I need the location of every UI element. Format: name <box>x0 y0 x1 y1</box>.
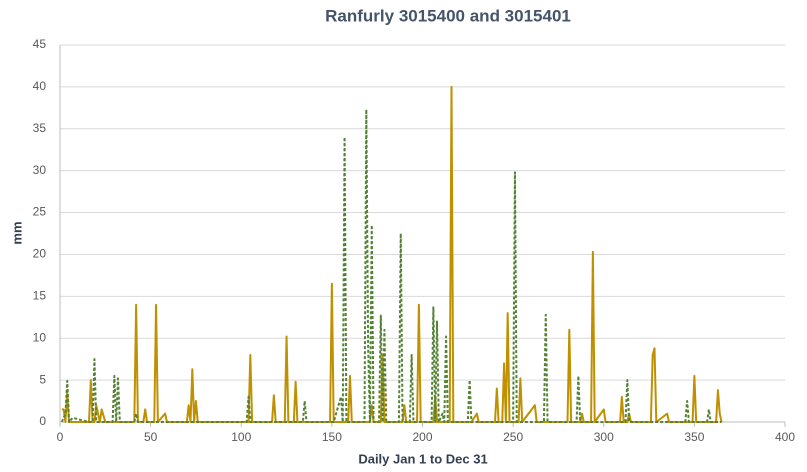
x-tick-label: 250 <box>503 430 523 444</box>
series-line <box>60 108 722 423</box>
x-tick-label: 350 <box>684 430 704 444</box>
x-tick-label: 100 <box>231 430 251 444</box>
x-tick-label: 0 <box>57 430 64 444</box>
y-tick-label: 0 <box>39 414 46 428</box>
y-tick-label: 25 <box>33 205 47 219</box>
x-tick-label: 300 <box>594 430 614 444</box>
y-tick-label: 40 <box>33 79 47 93</box>
y-tick-label: 35 <box>33 121 47 135</box>
y-tick-label: 5 <box>39 372 46 386</box>
y-tick-label: 45 <box>33 37 47 51</box>
x-axis-label: Daily Jan 1 to Dec 31 <box>358 451 487 466</box>
y-tick-label: 20 <box>33 247 47 261</box>
y-tick-label: 10 <box>33 330 47 344</box>
x-tick-label: 150 <box>322 430 342 444</box>
y-tick-label: 15 <box>33 289 47 303</box>
x-tick-label: 400 <box>775 430 795 444</box>
x-tick-label: 50 <box>144 430 158 444</box>
x-tick-label: 200 <box>412 430 432 444</box>
y-axis-label: mm <box>9 221 24 244</box>
y-tick-label: 30 <box>33 163 47 177</box>
chart-title: Ranfurly 3015400 and 3015401 <box>325 6 571 25</box>
